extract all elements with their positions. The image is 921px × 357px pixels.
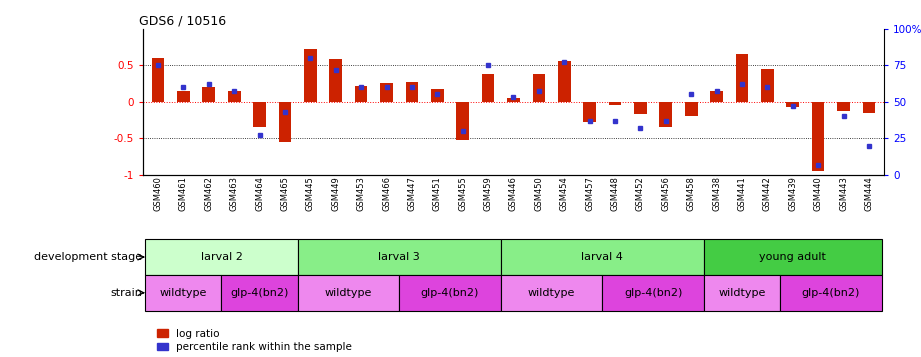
Bar [221,275,297,311]
Bar [501,239,704,275]
Text: glp-4(bn2): glp-4(bn2) [230,288,289,298]
Text: wildtype: wildtype [718,288,765,298]
Bar [736,54,749,102]
Bar [297,239,501,275]
Text: larval 4: larval 4 [581,252,624,262]
Bar [558,61,571,102]
Bar [609,102,622,105]
Bar [399,275,501,311]
Bar [203,87,216,102]
Bar [177,91,190,102]
Text: glp-4(bn2): glp-4(bn2) [421,288,479,298]
Bar [152,58,164,102]
Bar [780,275,881,311]
Bar [837,102,850,111]
Bar [811,102,824,171]
Bar [330,59,342,102]
Bar [380,84,393,102]
Bar [602,275,704,311]
Bar [431,89,444,102]
Bar [761,69,774,102]
Text: wildtype: wildtype [325,288,372,298]
Legend: log ratio, percentile rank within the sample: log ratio, percentile rank within the sa… [157,329,352,352]
Bar [634,102,647,114]
Bar [532,74,545,102]
Bar [278,102,291,142]
Bar [297,275,399,311]
Bar [704,275,780,311]
Bar [482,74,495,102]
Bar [704,239,881,275]
Text: glp-4(bn2): glp-4(bn2) [624,288,682,298]
Text: glp-4(bn2): glp-4(bn2) [801,288,860,298]
Bar [304,49,317,102]
Bar [863,102,875,113]
Bar [710,91,723,102]
Bar [355,86,367,102]
Bar [405,82,418,102]
Bar [507,98,519,102]
Text: GDS6 / 10516: GDS6 / 10516 [139,14,227,27]
Bar [583,102,596,122]
Bar [659,102,672,127]
Bar [685,102,697,116]
Text: larval 3: larval 3 [379,252,420,262]
Bar [146,275,221,311]
Bar [787,102,799,107]
Text: development stage: development stage [34,252,142,262]
Text: wildtype: wildtype [528,288,576,298]
Bar [227,91,240,102]
Text: strain: strain [111,288,142,298]
Text: young adult: young adult [759,252,826,262]
Bar [501,275,602,311]
Bar [253,102,266,127]
Bar [456,102,469,140]
Text: wildtype: wildtype [159,288,207,298]
Bar [146,239,297,275]
Text: larval 2: larval 2 [201,252,242,262]
